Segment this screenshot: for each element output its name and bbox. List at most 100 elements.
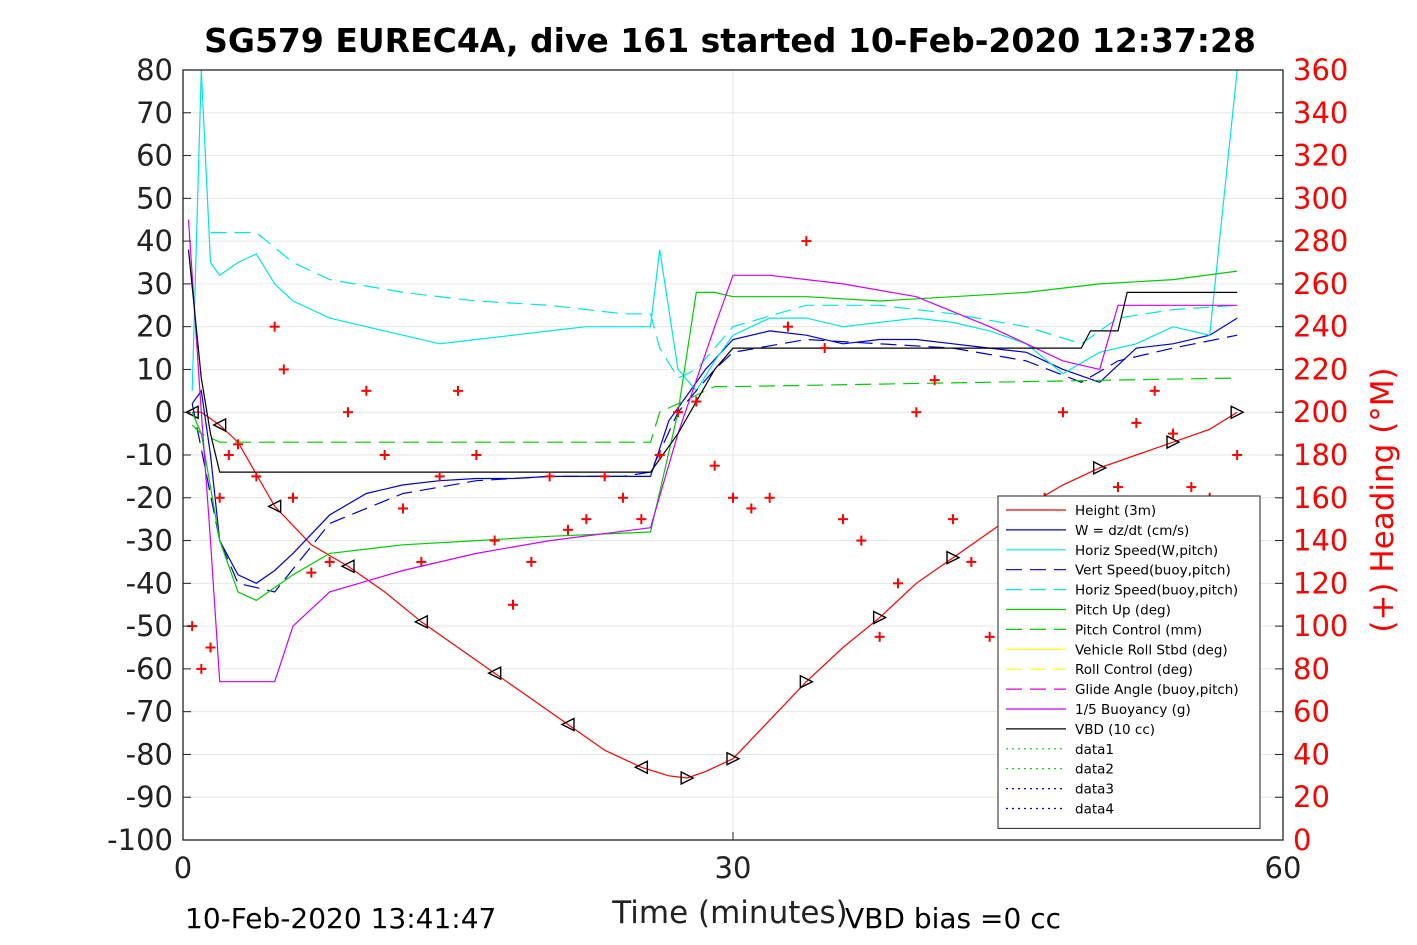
heading-marker: [874, 631, 885, 642]
height-marker: [872, 610, 888, 625]
series-horiz-speed-buoy-pitch: [210, 232, 1238, 379]
right-tick-label: 20: [1293, 780, 1330, 814]
legend-label: Vert Speed(buoy,pitch): [1075, 563, 1231, 579]
right-tick-label: 120: [1293, 566, 1348, 600]
legend-label: Horiz Speed(buoy,pitch): [1075, 583, 1238, 599]
heading-marker: [636, 514, 647, 525]
series-w-dz-dt-cm-s: [191, 317, 1238, 584]
height-marker: [1166, 435, 1181, 450]
y-tick-label: 70: [136, 96, 173, 130]
height-marker: [946, 550, 961, 565]
y-tick-label: -50: [126, 609, 173, 643]
right-tick-label: 300: [1293, 181, 1348, 215]
heading-marker: [654, 450, 665, 460]
right-axis-label: (+) Heading (°M): [1365, 367, 1401, 632]
y-tick-label: 20: [136, 310, 173, 344]
y-tick-label: 0: [155, 395, 173, 429]
y-tick-label: 30: [136, 267, 173, 301]
y-tick-label: 50: [136, 181, 173, 215]
heading-marker: [856, 535, 867, 546]
heading-marker: [343, 407, 353, 418]
x-tick-label: 60: [1265, 851, 1302, 885]
height-marker: [560, 717, 575, 732]
height-marker: [487, 666, 502, 681]
heading-marker: [489, 535, 500, 546]
y-tick-label: -80: [126, 737, 173, 771]
heading-marker: [434, 471, 445, 482]
heading-marker: [278, 364, 289, 375]
legend-box: [997, 495, 1261, 829]
heading-marker: [1131, 417, 1142, 428]
right-tick-label: 320: [1293, 139, 1348, 173]
legend-label: Glide Angle (buoy,pitch): [1075, 682, 1239, 698]
footer-timestamp: 10-Feb-2020 13:41:47: [185, 902, 496, 935]
heading-marker: [269, 321, 280, 332]
y-tick-label: 10: [136, 352, 173, 386]
heading-marker: [929, 375, 940, 386]
heading-marker: [251, 471, 262, 482]
heading-marker: [379, 450, 390, 460]
right-tick-label: 100: [1293, 609, 1348, 643]
heading-marker: [764, 492, 775, 503]
heading-marker: [911, 407, 922, 418]
heading-marker: [1168, 428, 1178, 439]
legend-label: Height (3m): [1075, 503, 1156, 519]
heading-marker: [563, 524, 573, 535]
y-tick-label: -90: [126, 780, 173, 814]
heading-marker: [618, 492, 628, 503]
y-tick-label: 80: [136, 53, 173, 87]
right-tick-label: 140: [1293, 524, 1348, 558]
legend-label: data4: [1075, 802, 1114, 818]
height-marker: [726, 751, 741, 766]
heading-marker: [599, 471, 610, 482]
right-tick-label: 220: [1293, 352, 1348, 386]
y-tick-label: -100: [107, 823, 173, 857]
heading-marker: [324, 556, 335, 567]
heading-marker: [893, 578, 903, 589]
series-height-3m: [192, 411, 1238, 779]
x-tick-label: 30: [715, 851, 752, 885]
right-tick-label: 240: [1293, 310, 1348, 344]
heading-marker: [709, 460, 720, 471]
heading-marker: [471, 450, 482, 460]
y-tick-label: -30: [126, 524, 173, 558]
y-tick-label: 40: [136, 224, 173, 258]
right-tick-label: 280: [1293, 224, 1348, 258]
heading-marker: [233, 439, 243, 450]
y-tick-label: -60: [126, 652, 173, 686]
y-tick-label: 60: [136, 139, 173, 173]
footer-vbd-bias: VBD bias =0 cc: [845, 902, 1061, 935]
right-tick-label: 160: [1293, 481, 1348, 515]
height-marker: [1092, 460, 1108, 475]
right-tick-label: 200: [1293, 395, 1348, 429]
heading-marker: [453, 385, 463, 396]
heading-marker: [948, 514, 958, 525]
right-axis-ticks: 3603403203002802602402202001801601401201…: [1275, 53, 1348, 857]
legend-label: Pitch Control (mm): [1075, 622, 1202, 638]
right-tick-label: 60: [1293, 695, 1330, 729]
heading-marker: [581, 514, 592, 525]
heading-marker: [288, 492, 298, 503]
height-marker: [212, 417, 227, 433]
y-tick-label: -20: [126, 481, 173, 515]
series-1-5-buoyancy-g: [187, 219, 1238, 683]
y-tick-label: -70: [126, 695, 173, 729]
heading-marker: [526, 556, 537, 567]
heading-marker: [196, 663, 207, 674]
series-pitch-up-deg: [191, 270, 1238, 602]
heading-marker: [801, 236, 812, 247]
height-marker: [1230, 405, 1245, 420]
right-tick-label: 360: [1293, 53, 1348, 87]
heading-marker: [728, 492, 738, 503]
heading-marker: [838, 514, 848, 525]
series-pitch-control-mm: [191, 377, 1238, 443]
y-tick-label: -40: [126, 566, 173, 600]
right-tick-label: 80: [1293, 652, 1330, 686]
height-marker: [340, 559, 355, 574]
height-marker: [799, 674, 814, 689]
series-vbd-10-cc: [187, 249, 1238, 473]
heading-marker: [416, 556, 427, 567]
heading-marker: [223, 450, 234, 460]
chart-title: SG579 EUREC4A, dive 161 started 10-Feb-2…: [204, 21, 1256, 60]
